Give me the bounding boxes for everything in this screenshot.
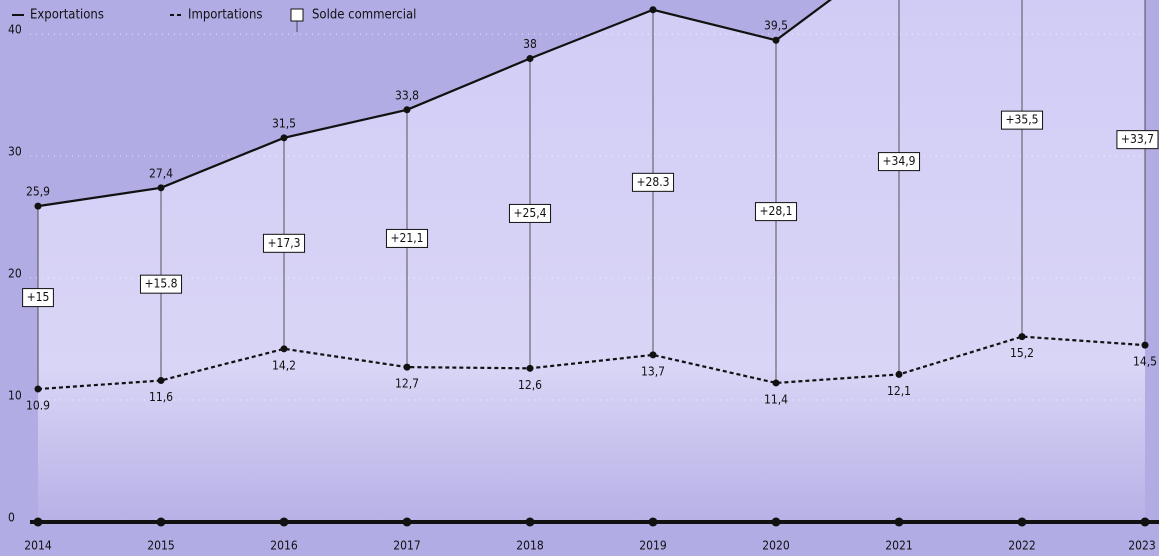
data-point — [772, 36, 780, 44]
data-point — [649, 351, 657, 359]
data-label: 10.9 — [26, 399, 50, 413]
balance-label: +15.8 — [139, 274, 183, 294]
export-line — [37, 0, 832, 208]
data-point — [403, 106, 411, 114]
data-label: 33,8 — [395, 88, 419, 102]
x-tick — [279, 517, 289, 527]
balance-label: +35,5 — [1000, 110, 1044, 130]
data-point — [895, 370, 903, 378]
label-box — [139, 274, 183, 294]
x-tick-label: 2015 — [147, 539, 174, 553]
legend-swatch — [290, 8, 304, 22]
data-label: 13,7 — [641, 364, 665, 378]
data-point — [772, 379, 780, 387]
export-area — [38, 0, 1145, 522]
data-label: 42 — [646, 0, 660, 2]
x-tick — [894, 517, 904, 527]
data-point — [1141, 341, 1149, 349]
x-tick-label: 2017 — [393, 539, 420, 553]
legend-label: Exportations — [30, 8, 104, 23]
balance-value-label: +28.3 — [636, 175, 669, 189]
data-point — [34, 202, 42, 210]
data-point — [526, 55, 534, 63]
label-box — [877, 152, 921, 172]
balance-value-label: +28,1 — [759, 204, 792, 218]
data-label: 14,2 — [272, 358, 296, 372]
x-tick — [1017, 517, 1027, 527]
label-box — [262, 233, 306, 253]
data-point — [1018, 333, 1026, 341]
data-label: 12,1 — [887, 384, 911, 398]
data-label: 11,4 — [764, 392, 788, 406]
x-tick — [156, 517, 166, 527]
x-tick-label: 2023 — [1128, 539, 1155, 553]
data-label: 31,5 — [272, 116, 296, 130]
legend-label: Solde commercial — [312, 8, 416, 23]
y-tick-label: 0 — [8, 511, 15, 525]
data-point — [34, 385, 42, 393]
balance-value-label: +17,3 — [267, 236, 300, 250]
balance-value-label: +33,7 — [1121, 132, 1154, 146]
label-box — [22, 288, 54, 308]
data-label: 14,5 — [1133, 355, 1157, 369]
x-tick-label: 2018 — [516, 539, 544, 553]
label-box — [1000, 110, 1044, 130]
x-tick-label: 2021 — [885, 539, 912, 553]
x-tick — [33, 517, 43, 527]
x-tick-label: 2022 — [1008, 539, 1035, 553]
data-point — [157, 184, 165, 192]
data-label: 12,7 — [395, 377, 419, 391]
y-tick-label: 30 — [8, 145, 22, 159]
data-point — [280, 345, 288, 353]
label-box — [631, 172, 675, 192]
balance-label: +25,4 — [508, 203, 552, 223]
balance-label: +15 — [22, 288, 54, 308]
legend-label: Importations — [188, 8, 262, 23]
x-tick — [1140, 517, 1150, 527]
data-point — [280, 134, 288, 142]
balance-value-label: +15 — [27, 290, 50, 304]
y-tick-label: 20 — [8, 267, 22, 281]
label-box — [508, 203, 552, 223]
balance-label: +21,1 — [385, 228, 429, 248]
data-point — [649, 6, 657, 14]
balance-label: +17,3 — [262, 233, 306, 253]
balance-value-label: +34,9 — [882, 154, 915, 168]
x-tick-label: 2014 — [24, 539, 52, 553]
balance-label: +33,7 — [1116, 130, 1159, 150]
x-tick-label: 2019 — [639, 539, 667, 553]
balance-value-label: +25,4 — [513, 206, 546, 220]
data-label: 12,6 — [518, 378, 542, 392]
x-tick-label: 2020 — [762, 539, 790, 553]
label-box — [385, 228, 429, 248]
data-point — [526, 364, 534, 372]
x-tick — [525, 517, 535, 527]
data-label: 11,6 — [149, 390, 173, 404]
data-point — [403, 363, 411, 371]
x-tick — [771, 517, 781, 527]
data-label: 39,5 — [764, 19, 788, 33]
label-box — [754, 202, 798, 222]
balance-value-label: +21,1 — [390, 231, 423, 245]
data-label: 15,2 — [1010, 346, 1034, 360]
data-label: 25,9 — [26, 185, 50, 199]
x-tick-label: 2016 — [270, 539, 298, 553]
balance-value-label: +15.8 — [144, 277, 177, 291]
data-label: 27,4 — [149, 166, 173, 180]
x-tick — [648, 517, 658, 527]
legend: Exportations Importations Solde commercial — [12, 8, 416, 32]
balance-value-label: +35,5 — [1005, 113, 1038, 127]
y-tick-label: 40 — [8, 23, 22, 37]
balance-label: +28.3 — [631, 172, 675, 192]
balance-label: +28,1 — [754, 202, 798, 222]
balance-label: +34,9 — [877, 152, 921, 172]
data-label: 38 — [523, 37, 537, 51]
data-point — [157, 377, 165, 385]
x-tick — [402, 517, 412, 527]
y-tick-label: 10 — [8, 389, 22, 403]
label-box — [1116, 130, 1159, 150]
